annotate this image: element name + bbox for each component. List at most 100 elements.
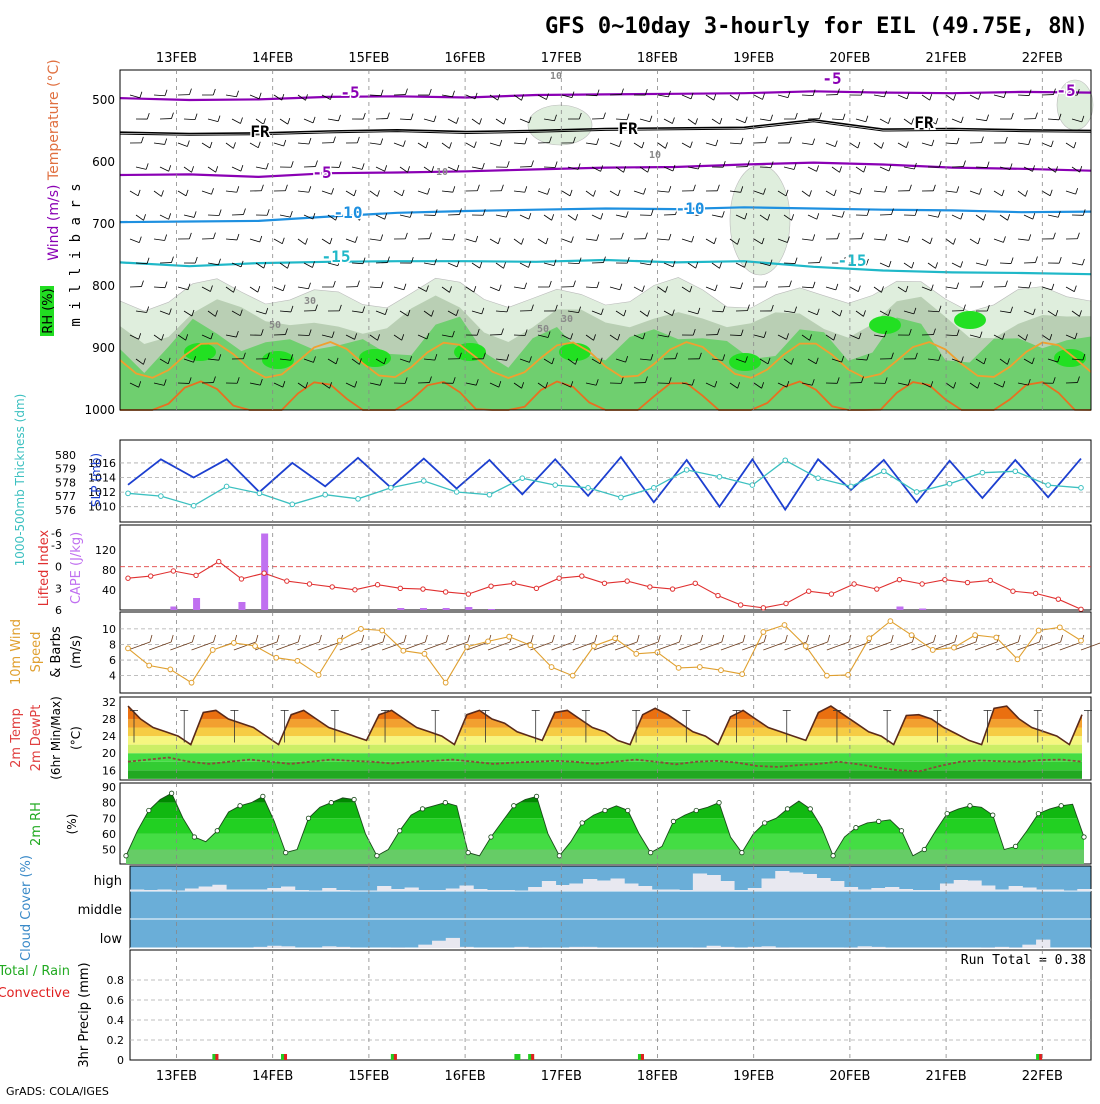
rh-point [717,800,721,804]
lifted-index-point [262,571,266,575]
lifted-index-point [693,581,697,585]
date-label-bottom-14feb: 14FEB [252,1069,293,1084]
rh-point [1082,835,1086,839]
rh-point [991,813,995,817]
wind-side-label: & Barbs [49,626,64,678]
cape-bar [919,609,926,611]
rh-point [808,807,812,811]
wind-speed-point [930,648,935,653]
cloud-bar-high [967,881,981,892]
lifted-index-point [534,586,538,590]
rh-point [1013,844,1017,848]
cloud-bar-high [281,887,295,892]
cloud-bar-low [748,947,762,948]
slp-side-label: SLP (mb) [89,453,103,507]
lifted-index-point [239,577,243,581]
wind-speed-point [359,627,364,632]
contour-label: -10 [676,199,705,218]
cloud-bar-high [528,887,542,891]
temp-band [120,762,1091,771]
cape-bar [397,608,404,610]
cloud-bar-high [913,890,927,891]
lifted-index-point [965,580,969,584]
cloud-bar-high [858,890,872,892]
lifted-index-point [217,559,221,563]
cloud-bar-high [569,884,583,892]
thickness-point [191,503,196,508]
cape-ytick: 120 [95,544,116,557]
date-label-bottom-17feb: 17FEB [541,1069,582,1084]
cape-bar [443,608,450,610]
wind-ytick: 10 [102,623,116,636]
li-ytick: -3 [51,539,62,552]
thickness-point [126,491,131,496]
wind-speed-point [380,628,385,633]
li-side-label: Lifted Index [37,529,52,606]
rh-point [512,804,516,808]
cloud-bar-high [185,889,199,892]
cloud-bar-high [254,890,268,892]
cloud-bar-high [171,891,185,892]
wind-speed-point [528,643,533,648]
rh-point [329,800,333,804]
cloud-bar-high [432,890,446,891]
rh-point [877,819,881,823]
precip-convective-bar [215,1054,218,1060]
thickness-point [257,491,262,496]
wind-speed-point [909,633,914,638]
precip-ytick: 0 [117,1054,124,1067]
wind-speed-point [824,673,829,678]
wind-barb [514,335,525,336]
lifted-index-point [738,603,742,607]
wind-side-label: 10m Wind [9,619,24,685]
rh-patch [528,105,592,145]
lifted-index-point [920,582,924,586]
rh-point [580,821,584,825]
rh-point [785,807,789,811]
cape-bar [896,607,903,611]
contour-label: 30 [561,314,573,325]
thickness-point [882,469,887,474]
lifted-index-point [1033,591,1037,595]
contour-label: -5 [312,163,331,182]
lifted-index-point [194,573,198,577]
cape-bar [488,609,495,610]
cloud-bar-high [871,888,885,891]
thickness-point [980,470,985,475]
wind-speed-point [867,636,872,641]
thickness-point [586,486,591,491]
upper-air-ytick: 1000 [84,403,115,417]
wind-speed-point [592,644,597,649]
rh-label: RH (%) [41,288,56,333]
cloud-level-label: middle [78,903,122,918]
precip-total-label: Total / Rain [0,964,70,979]
slp-panel-frame [120,440,1091,522]
cloud-bar-low [432,941,446,948]
cloud-bar-high [899,889,913,891]
chart-title: GFS 0~10day 3-hourly for EIL (49.75E, 8N… [545,14,1088,39]
contour-label: 50 [269,320,281,331]
cloud-bar-low [391,947,405,948]
thickness-point [849,484,854,489]
wind-speed-point [740,672,745,677]
thickness-point [224,484,229,489]
temp-ytick: 16 [102,764,116,777]
wind-speed-point [168,667,173,672]
wind-speed-point [231,641,236,646]
cloud-bar-low [707,946,721,948]
wind-barb [1000,263,1011,264]
upper-air-ytick: 900 [92,341,115,355]
precip-ytick: 0.8 [107,974,125,987]
precip-ytick: 0.4 [107,1014,125,1027]
temp-side-label: 2m Temp [9,708,24,768]
wind-speed-point [486,639,491,644]
precip-convective-bar [641,1054,644,1060]
date-label-bottom-15feb: 15FEB [348,1069,389,1084]
cloud-bar-high [295,890,309,891]
precip-convective-label: Convective [0,986,70,1001]
wind-speed-point [761,630,766,635]
cape-bar [420,608,427,610]
cloud-bar-low [858,946,872,948]
rh-blob [869,316,901,334]
